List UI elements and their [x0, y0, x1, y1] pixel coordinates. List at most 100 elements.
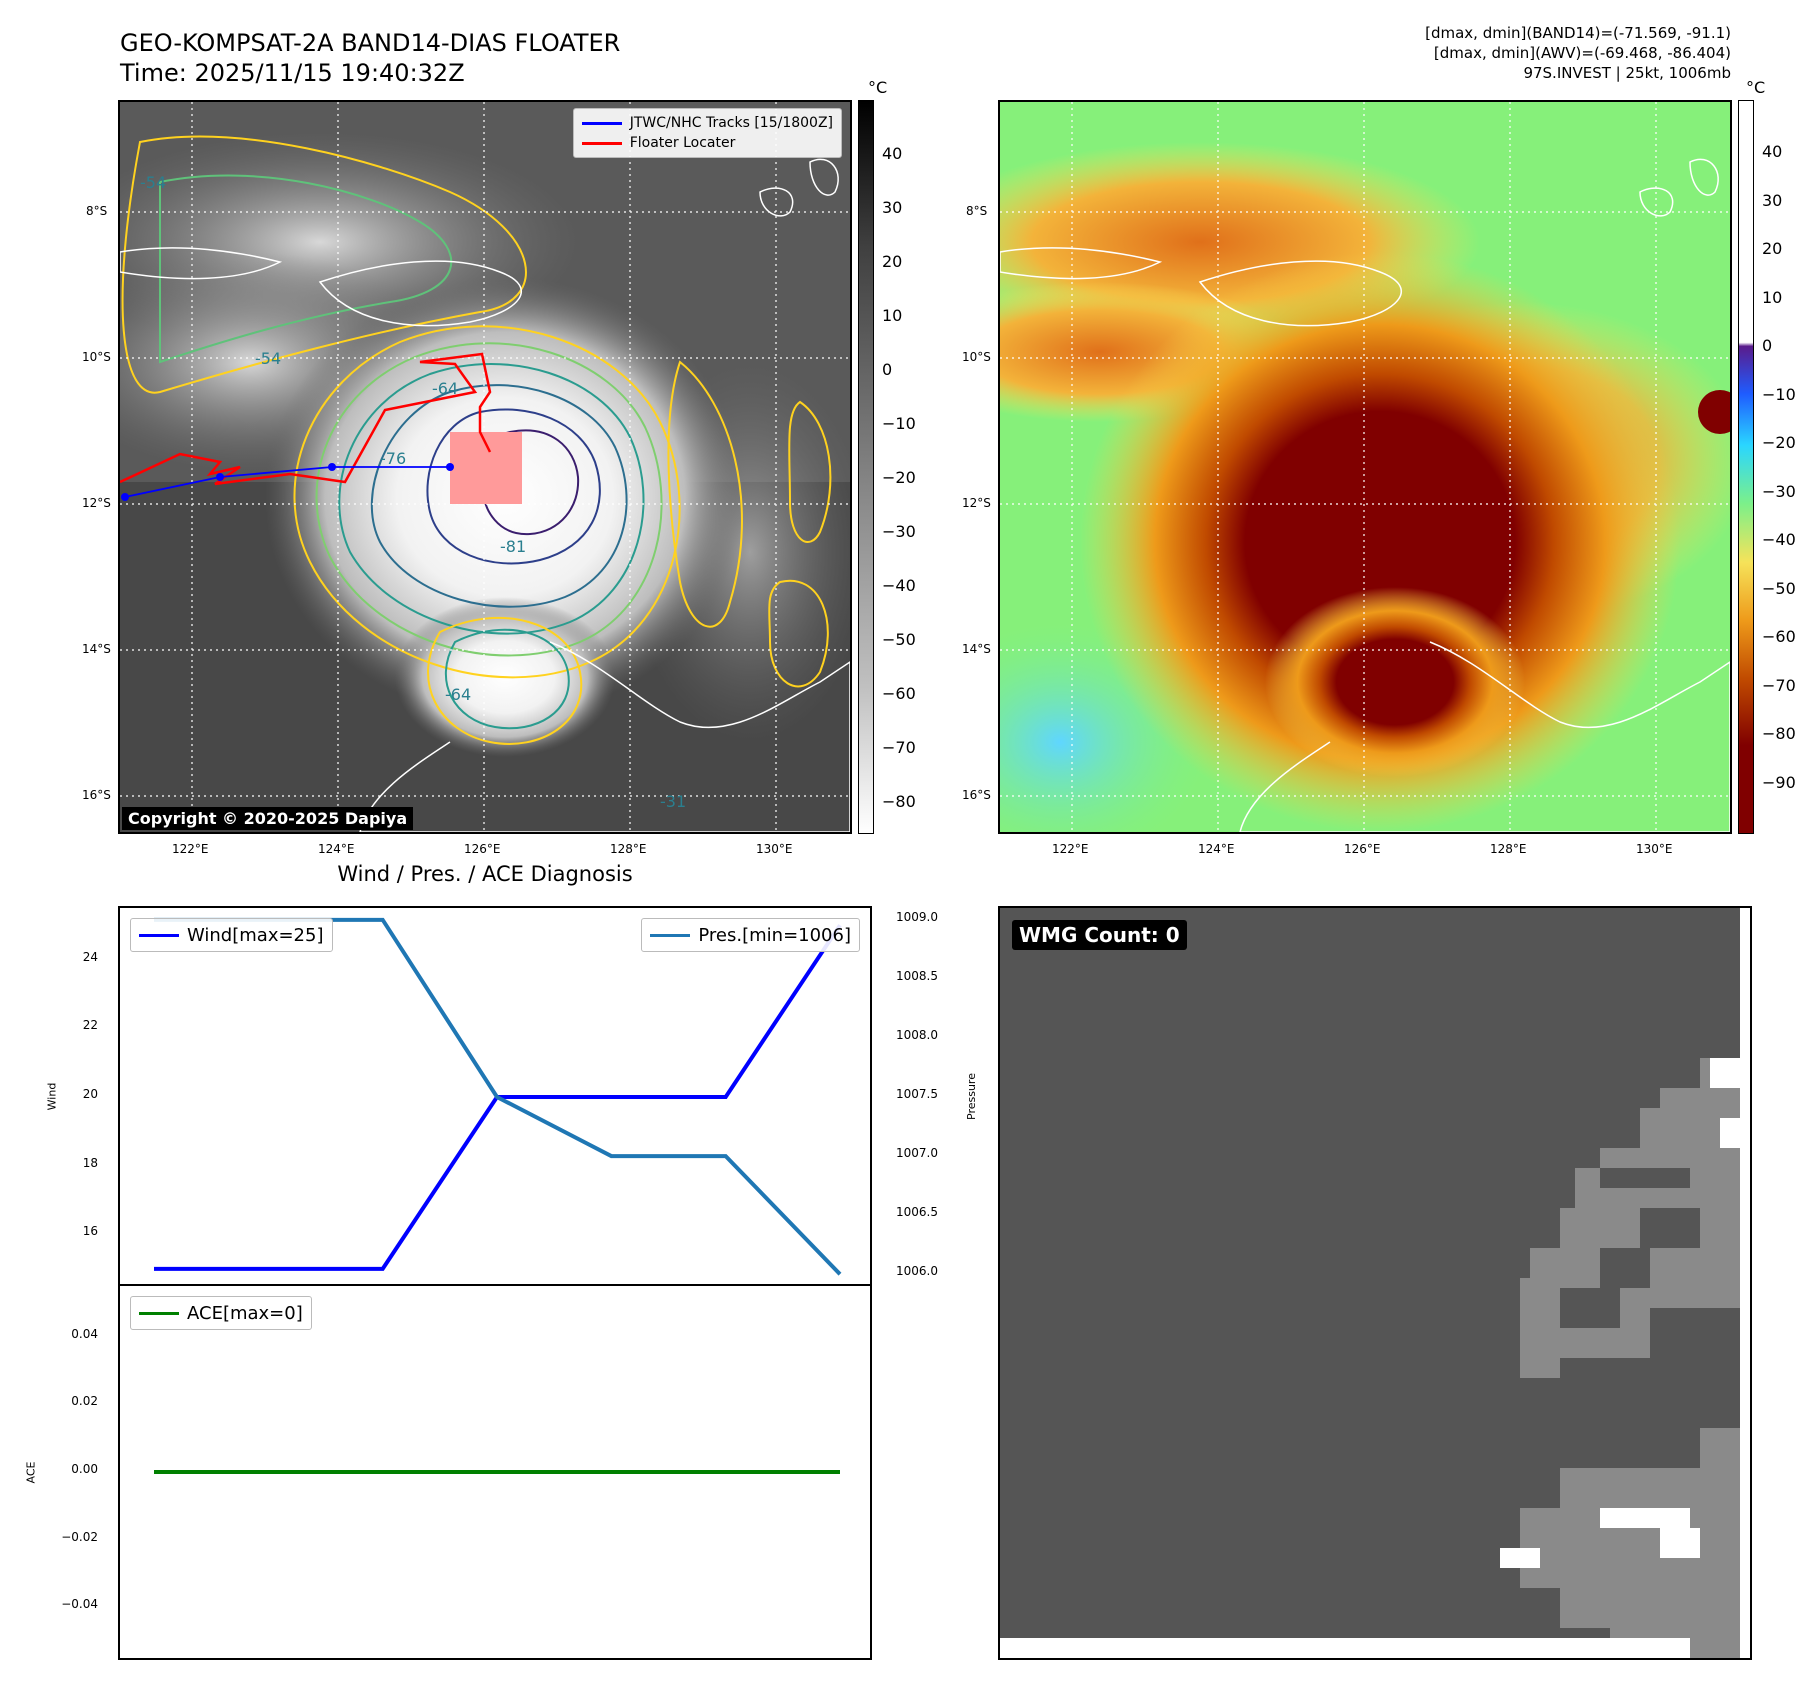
awv-colorbar-tick: −30 — [1762, 481, 1796, 501]
contour-label: -64 — [432, 379, 458, 398]
chart-title: GEO-KOMPSAT-2A BAND14-DIAS FLOATER — [120, 29, 621, 57]
track-point — [121, 493, 129, 501]
ir-colorbar-tick: −60 — [882, 684, 916, 703]
info-band14-range: [dmax, dmin](BAND14)=(-71.569, -91.1) — [1425, 24, 1731, 42]
chart-timestamp: Time: 2025/11/15 19:40:32Z — [120, 59, 465, 87]
pressure-tick-label: 1009.0 — [896, 909, 938, 924]
pressure-legend-swatch — [650, 933, 691, 937]
ir-colorbar-tick: −20 — [882, 468, 916, 487]
pressure-tick-label: 1008.0 — [896, 1027, 938, 1042]
lat-label: 12°S — [962, 496, 991, 510]
ir-colorbar-tick: −50 — [882, 630, 916, 649]
track-point — [328, 463, 336, 471]
lat-label: 12°S — [82, 496, 111, 510]
ir-colorbar-tick: −80 — [882, 792, 916, 811]
lon-label: 124°E — [1198, 842, 1235, 856]
ir-map-image: -54 -54 -64 -76 -81 -64 -31 — [120, 102, 850, 832]
awv-colorbar-tick: −20 — [1762, 433, 1796, 452]
awv-map-image — [1000, 102, 1730, 832]
pressure-axis-label: Pressure — [964, 1073, 978, 1120]
lat-label: 16°S — [82, 788, 111, 802]
ir-colorbar-tick: 0 — [882, 360, 893, 379]
awv-colorbar-tick: 0 — [1762, 336, 1773, 355]
wmg-panel: WMG Count: 0 — [998, 906, 1752, 1660]
ir-colorbar-tick: 10 — [882, 306, 903, 325]
wmg-grid — [1000, 908, 1750, 1658]
awv-colorbar-tick: −90 — [1762, 772, 1796, 792]
ace-tick-label: −0.02 — [61, 1529, 98, 1544]
lon-label: 122°E — [172, 842, 209, 856]
lon-label: 128°E — [610, 842, 647, 856]
contour-label: -64 — [445, 685, 471, 704]
ir-colorbar-tick: 30 — [882, 198, 903, 217]
track-point — [216, 473, 224, 481]
lon-label: 126°E — [1344, 842, 1381, 856]
ace-tick-label: 0.02 — [71, 1394, 98, 1409]
wind-pressure-plot — [154, 917, 842, 1276]
pressure-legend-label: Pres.[min=1006] — [698, 924, 851, 946]
lat-label: 14°S — [962, 642, 991, 656]
ace-plot — [154, 1470, 840, 1474]
awv-colorbar-tick: −80 — [1762, 724, 1796, 743]
ace-legend-label: ACE[max=0] — [187, 1302, 303, 1324]
pressure-tick-label: 1006.0 — [896, 1264, 938, 1279]
contour-label: -31 — [660, 792, 686, 811]
ace-tick-label: 0.04 — [71, 1326, 98, 1341]
info-storm-summary: 97S.INVEST | 25kt, 1006mb — [1523, 64, 1731, 82]
ace-tick-label: 0.00 — [71, 1462, 98, 1476]
ace-legend: ACE[max=0] — [130, 1296, 312, 1330]
awv-colorbar-unit: °C — [1746, 78, 1766, 97]
pressure-tick-label: 1007.5 — [896, 1087, 938, 1101]
lat-label: 8°S — [86, 204, 108, 218]
awv-colorbar-tick: −40 — [1762, 530, 1796, 549]
lat-label: 14°S — [82, 642, 111, 656]
awv-colorbar-tick: 20 — [1762, 239, 1783, 258]
lon-label: 122°E — [1052, 842, 1089, 856]
lon-label: 130°E — [756, 842, 793, 856]
lat-label: 10°S — [82, 350, 111, 364]
legend-tracks-swatch — [581, 121, 622, 125]
ir-colorbar-unit: °C — [868, 78, 888, 97]
ir-colorbar — [858, 100, 874, 834]
lat-label: 10°S — [962, 350, 991, 364]
wmg-count-label: WMG Count: 0 — [1012, 920, 1187, 950]
jtwc-track-line — [124, 466, 450, 498]
ir-colorbar-tick: −30 — [882, 522, 916, 541]
lon-label: 130°E — [1636, 842, 1673, 856]
awv-colorbar-tick: 30 — [1762, 190, 1783, 210]
pressure-tick-label: 1006.5 — [896, 1205, 938, 1220]
wind-legend-swatch — [139, 933, 179, 937]
diagnosis-title: Wind / Pres. / ACE Diagnosis — [337, 862, 633, 886]
awv-colorbar-tick: −60 — [1762, 627, 1796, 646]
wind-legend: Wind[max=25] — [130, 918, 333, 952]
legend-floater-swatch — [581, 141, 622, 145]
wind-legend-label: Wind[max=25] — [187, 924, 324, 946]
awv-colorbar — [1738, 100, 1754, 834]
contour-label: -54 — [255, 349, 281, 368]
ir-colorbar-tick: −10 — [882, 414, 916, 433]
ace-panel: ACE[max=0] — [118, 1284, 872, 1660]
awv-colorbar-tick: −70 — [1762, 675, 1796, 695]
copyright-label: Copyright © 2020-2025 Dapiya — [122, 807, 414, 830]
lat-label: 16°S — [962, 788, 991, 802]
awv-colorbar-tick: −10 — [1762, 384, 1796, 404]
contour-label: -81 — [500, 537, 526, 556]
ace-legend-swatch — [139, 1311, 179, 1315]
lon-label: 124°E — [318, 842, 355, 856]
awv-colorbar-tick: −50 — [1762, 578, 1796, 598]
pressure-legend: Pres.[min=1006] — [641, 918, 860, 952]
ir-colorbar-tick: −40 — [882, 576, 916, 595]
awv-map-panel — [998, 100, 1732, 834]
wind-tick-label: 24 — [82, 949, 98, 964]
awv-colorbar-tick: 40 — [1762, 142, 1783, 161]
lon-label: 126°E — [464, 842, 501, 856]
legend-floater-label: Floater Locater — [629, 135, 736, 151]
contour-label: -54 — [140, 173, 166, 192]
track-point — [446, 463, 454, 471]
ir-colorbar-tick: −70 — [882, 738, 916, 757]
wind-pressure-panel: Wind[max=25] Pres.[min=1006] — [118, 906, 872, 1286]
wind-tick-label: 16 — [82, 1224, 98, 1239]
pressure-series-line — [154, 917, 842, 1276]
ace-tick-label: −0.04 — [61, 1597, 98, 1612]
floater-track-line — [120, 352, 492, 486]
